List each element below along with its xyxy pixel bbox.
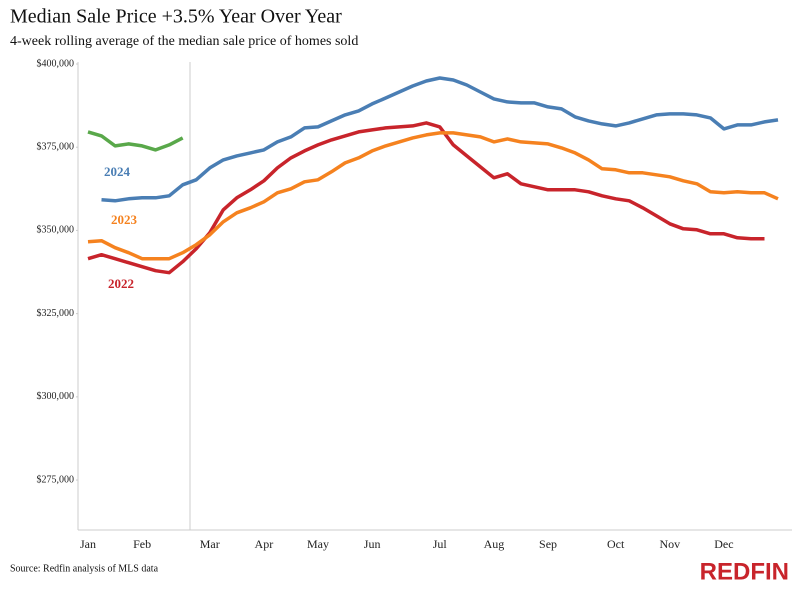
x-tick-label: Aug (484, 537, 505, 551)
series-line (87, 130, 184, 152)
series-label: 2023 (111, 212, 138, 227)
x-tick-label: Dec (714, 537, 733, 551)
series-label: 2022 (108, 276, 134, 291)
y-tick-label: $375,000 (37, 142, 75, 153)
y-tick-label: $350,000 (37, 225, 75, 236)
series-line (87, 131, 779, 261)
x-tick-label: Mar (200, 537, 220, 551)
y-tick-label: $325,000 (37, 308, 75, 319)
y-tick-label: $300,000 (37, 391, 75, 402)
x-tick-label: Apr (255, 537, 274, 551)
x-tick-label: Oct (607, 537, 625, 551)
brand-logo: REDFIN (700, 558, 789, 585)
series-label: 2024 (104, 164, 131, 179)
x-tick-label: Jan (80, 537, 96, 551)
x-tick-label: Nov (659, 537, 680, 551)
y-tick-label: $400,000 (37, 58, 75, 69)
series-line (101, 76, 779, 203)
chart-title: Median Sale Price +3.5% Year Over Year (10, 6, 342, 28)
x-tick-label: Jul (433, 537, 448, 551)
x-tick-label: Feb (133, 537, 151, 551)
x-tick-label: May (307, 537, 329, 551)
x-tick-label: Sep (539, 537, 557, 551)
y-tick-label: $275,000 (37, 474, 75, 485)
chart-subtitle: 4-week rolling average of the median sal… (10, 34, 358, 49)
source-note: Source: Redfin analysis of MLS data (10, 563, 159, 574)
x-tick-label: Jun (364, 537, 381, 551)
